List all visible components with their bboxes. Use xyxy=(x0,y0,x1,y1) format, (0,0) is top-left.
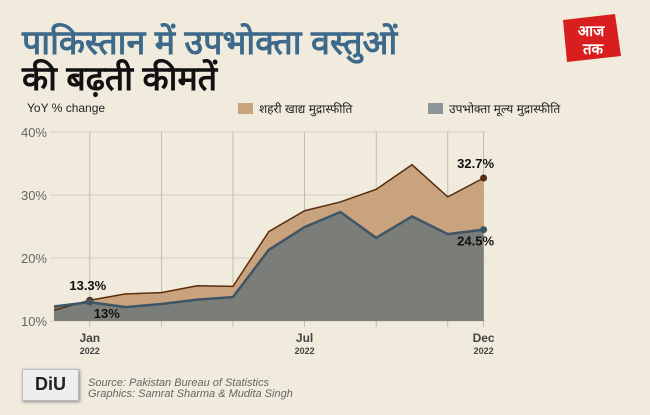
y-tick-label: 30% xyxy=(21,188,47,203)
svg-text:तक: तक xyxy=(582,41,605,58)
data-label: 24.5% xyxy=(457,234,494,249)
legend-label: उपभोक्ता मूल्य मुद्रास्फीति xyxy=(449,102,561,116)
legend-label: शहरी खाद्य मुद्रास्फीति xyxy=(259,102,353,116)
data-label: 13% xyxy=(94,306,120,321)
data-label: 13.3% xyxy=(69,278,106,293)
y-tick-label: 20% xyxy=(21,251,47,266)
annotation-dot xyxy=(480,226,488,234)
annotation-dot xyxy=(480,174,488,182)
graphics-credit: Graphics: Samrat Sharma & Mudita Singh xyxy=(88,388,293,400)
annotation-dot xyxy=(86,298,94,306)
data-label: 32.7% xyxy=(457,156,494,171)
x-tick-year: 2022 xyxy=(80,346,100,356)
x-tick-month: Jul xyxy=(296,331,313,345)
y-axis-label: YoY % change xyxy=(27,101,106,115)
source-text: Source: Pakistan Bureau of Statistics xyxy=(88,377,269,389)
x-tick-month: Jan xyxy=(79,331,100,345)
legend-cpi: उपभोक्ता मूल्य मुद्रास्फीति xyxy=(428,100,560,117)
aaj-tak-logo: आज तक xyxy=(563,14,621,62)
credits: Source: Pakistan Bureau of Statistics Gr… xyxy=(88,378,293,400)
diu-logo: DiU xyxy=(22,369,79,401)
legend-swatch xyxy=(428,103,443,114)
y-tick-label: 10% xyxy=(21,314,47,329)
title-line-1: पाकिस्तान में उपभोक्ता वस्तुओं xyxy=(22,24,398,62)
x-tick-year: 2022 xyxy=(474,346,494,356)
title-line-2: की बढ़ती कीमतें xyxy=(22,60,218,98)
x-tick-year: 2022 xyxy=(295,346,315,356)
y-tick-label: 40% xyxy=(21,125,47,140)
legend-swatch xyxy=(238,103,253,114)
x-tick-month: Dec xyxy=(473,331,495,345)
legend-urban-food: शहरी खाद्य मुद्रास्फीति xyxy=(238,100,352,117)
svg-text:आज: आज xyxy=(578,23,605,40)
